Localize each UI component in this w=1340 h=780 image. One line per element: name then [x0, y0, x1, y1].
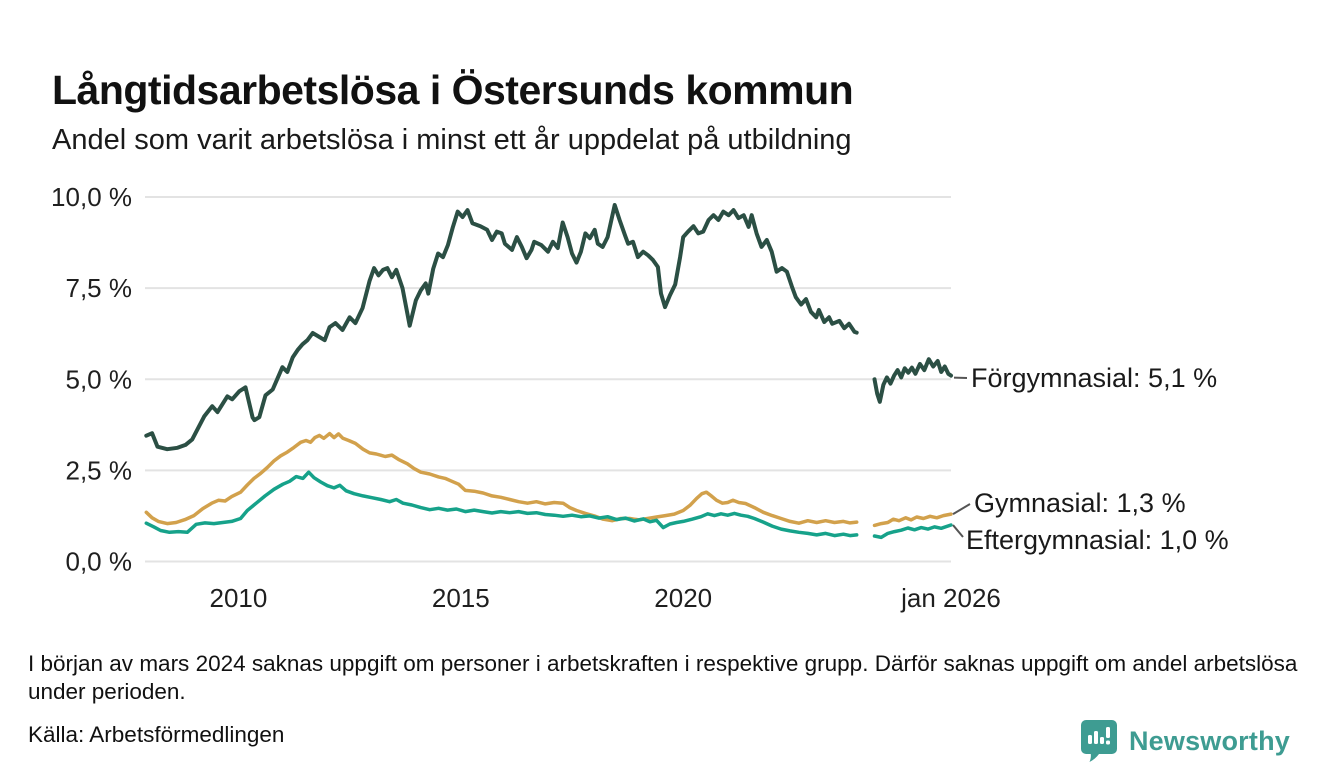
series-end-label-forgymnasial: Förgymnasial: 5,1 % — [971, 363, 1218, 393]
series-line-gymnasial — [872, 512, 953, 528]
label-connector — [952, 524, 964, 538]
footnote: I början av mars 2024 saknas uppgift om … — [28, 651, 1298, 704]
series-line-förgymnasial — [872, 357, 953, 404]
series-line-eftergymnasial — [144, 470, 859, 538]
y-tick-label: 0,0 % — [66, 547, 133, 577]
newsworthy-logo-icon — [1080, 720, 1117, 762]
source-credit: Källa: Arbetsförmedlingen — [28, 722, 285, 747]
newsworthy-brand: Newsworthy — [1079, 718, 1290, 764]
series-end-label-eftergymnasial: Eftergymnasial: 1,0 % — [966, 525, 1229, 555]
x-tick-label: 2015 — [432, 583, 490, 613]
page-subtitle: Andel som varit arbetslösa i minst ett å… — [52, 124, 852, 156]
x-tick-label: 2020 — [654, 583, 712, 613]
y-tick-label: 5,0 % — [66, 364, 133, 394]
y-tick-label: 10,0 % — [51, 182, 132, 212]
series-line-förgymnasial — [144, 203, 859, 452]
y-tick-label: 7,5 % — [66, 273, 133, 303]
newsworthy-brand-text: Newsworthy — [1128, 725, 1290, 756]
series-line-gymnasial — [144, 431, 859, 526]
x-tick-label: jan 2026 — [900, 583, 1001, 613]
series-line-eftergymnasial — [872, 523, 953, 540]
label-connector — [952, 503, 971, 515]
series-end-label-gymnasial: Gymnasial: 1,3 % — [974, 488, 1186, 518]
y-tick-label: 2,5 % — [66, 455, 133, 485]
page-title: Långtidsarbetslösa i Östersunds kommun — [52, 67, 854, 114]
x-tick-label: 2010 — [209, 583, 267, 613]
